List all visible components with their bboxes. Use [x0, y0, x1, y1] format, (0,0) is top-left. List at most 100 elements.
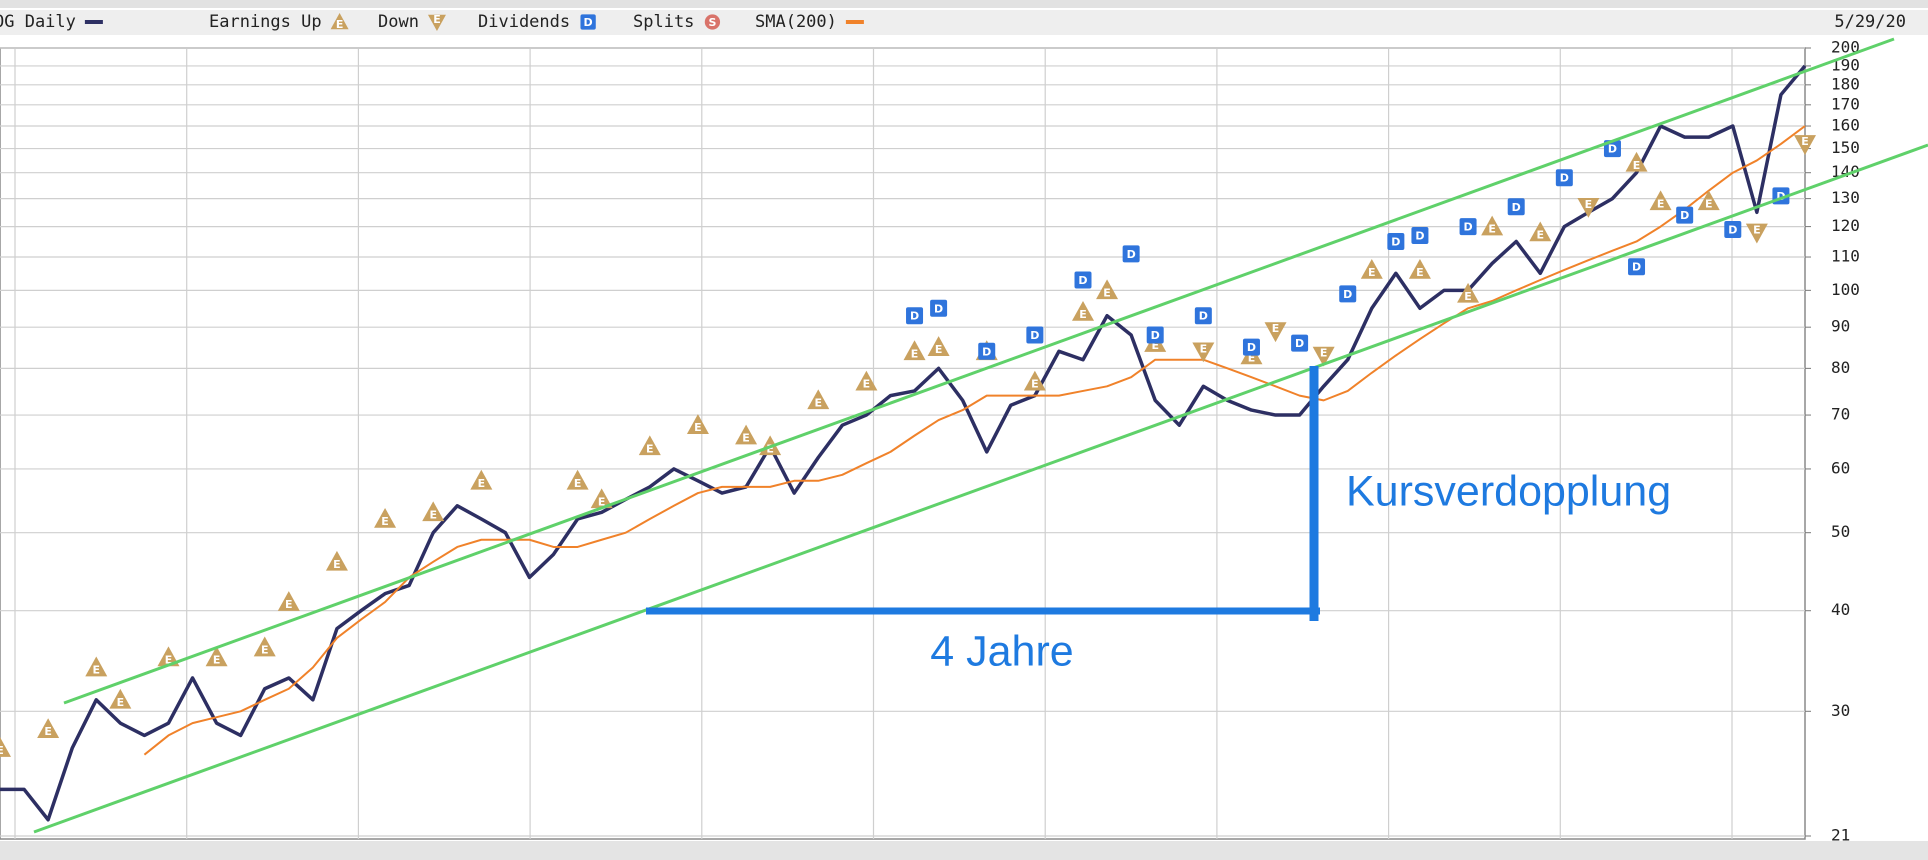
date-label: 5/29/20	[1834, 12, 1906, 32]
y-tick-label: 21	[1831, 826, 1850, 845]
marker-symbol: D	[1680, 209, 1689, 222]
legend: OG Daily Earnings Up E Down E Dividends D Split…	[0, 12, 864, 32]
legend-icon: S	[704, 14, 721, 30]
event-marker: E	[157, 646, 180, 666]
triangle	[1408, 258, 1431, 279]
square	[1146, 326, 1164, 344]
square	[1603, 140, 1621, 158]
y-tick-label: 170	[1831, 94, 1860, 113]
triangle	[1625, 151, 1648, 172]
event-marker: E	[205, 646, 228, 667]
marker-symbol: E	[1753, 223, 1761, 236]
marker-symbol: D	[1343, 288, 1352, 301]
event-marker: D	[1507, 198, 1525, 216]
marker-symbol: E	[863, 378, 871, 391]
marker-symbol: D	[1632, 261, 1641, 274]
marker-symbol: D	[1199, 310, 1208, 323]
marker-symbol: D	[934, 302, 943, 315]
event-marker: D	[1194, 307, 1212, 325]
trend-channel	[33, 37, 1928, 834]
marker-symbol: E	[1801, 135, 1809, 148]
marker-symbol: E	[93, 664, 101, 677]
event-marker: E	[686, 414, 709, 434]
triangle	[1697, 190, 1720, 211]
event-marker: E	[1408, 258, 1431, 279]
event-marker: E	[735, 424, 758, 445]
y-tick-label: 70	[1831, 405, 1850, 424]
marker-symbol: E	[694, 421, 702, 434]
event-marker: E	[374, 507, 397, 528]
triangle	[109, 688, 132, 709]
legend-icon: D	[580, 14, 596, 30]
triangle	[566, 469, 589, 490]
y-tick-label: 200	[1831, 38, 1860, 57]
price-line	[0, 64, 1807, 822]
triangle	[1745, 223, 1768, 244]
marker-symbol: D	[1030, 329, 1039, 342]
event-marker: E	[1096, 279, 1119, 299]
event-marker: E	[1794, 135, 1816, 155]
event-marker: E	[277, 591, 300, 611]
event-marker: E	[590, 488, 613, 508]
annotation-text: Kursverdopplung	[1346, 467, 1671, 515]
event-marker: E	[85, 656, 108, 677]
marker-symbol: E	[935, 343, 943, 356]
marker-symbol: D	[1247, 341, 1256, 354]
event-marker: E	[927, 336, 950, 356]
marker-symbol: E	[333, 558, 341, 571]
marker-symbol: D	[584, 16, 593, 29]
triangle	[0, 737, 11, 757]
y-tick-label: 40	[1831, 600, 1850, 619]
triangle	[1023, 370, 1046, 391]
event-marker: E	[1360, 258, 1383, 279]
marker-symbol: E	[646, 442, 654, 455]
legend-label: SMA(200)	[755, 12, 837, 32]
marker-symbol: D	[1560, 172, 1569, 185]
event-marker: E	[1697, 190, 1720, 211]
top-strip	[0, 0, 1928, 8]
triangle	[253, 636, 276, 657]
y-tick-label: 190	[1831, 55, 1860, 74]
marker-symbol: D	[1415, 229, 1424, 242]
marker-symbol: E	[742, 432, 750, 445]
event-marker: E	[807, 389, 830, 410]
event-marker: E	[470, 469, 493, 490]
marker-symbol: E	[1031, 378, 1039, 391]
event-marker: E	[325, 550, 348, 571]
marker-symbol: E	[44, 725, 52, 738]
square	[1459, 218, 1477, 236]
marker-symbol: E	[1200, 342, 1208, 355]
marker-symbol: E	[1537, 228, 1545, 241]
event-marker: D	[1628, 258, 1646, 276]
triangle	[735, 424, 758, 445]
triangle	[205, 646, 228, 667]
square	[580, 14, 596, 30]
triangle	[807, 389, 830, 410]
square	[1507, 198, 1525, 216]
marker-symbol: E	[165, 653, 173, 666]
legend-icon: E	[427, 13, 446, 32]
square	[1074, 271, 1092, 289]
marker-symbol: E	[1079, 308, 1087, 321]
event-marker: D	[1026, 326, 1044, 344]
triangle	[374, 507, 397, 528]
y-tick-label: 80	[1831, 358, 1850, 377]
triangle	[1192, 342, 1215, 363]
legend-icon: E	[330, 13, 349, 31]
event-marker: D	[1555, 169, 1573, 187]
marker-symbol: D	[910, 310, 919, 323]
event-marker: D	[978, 342, 996, 360]
event-marker: E	[1649, 190, 1672, 210]
triangle	[1360, 258, 1383, 279]
square	[1628, 258, 1646, 276]
marker-symbol: E	[261, 644, 269, 657]
marker-symbol: D	[1127, 248, 1136, 261]
event-marker: D	[1603, 140, 1621, 158]
square	[1724, 221, 1742, 239]
triangle	[1072, 300, 1094, 321]
annotation-text: 4 Jahre	[930, 627, 1073, 675]
triangle	[686, 414, 709, 434]
event-marker: E	[1577, 198, 1600, 218]
lower-channel-line	[33, 143, 1928, 834]
marker-symbol: E	[1585, 198, 1593, 211]
